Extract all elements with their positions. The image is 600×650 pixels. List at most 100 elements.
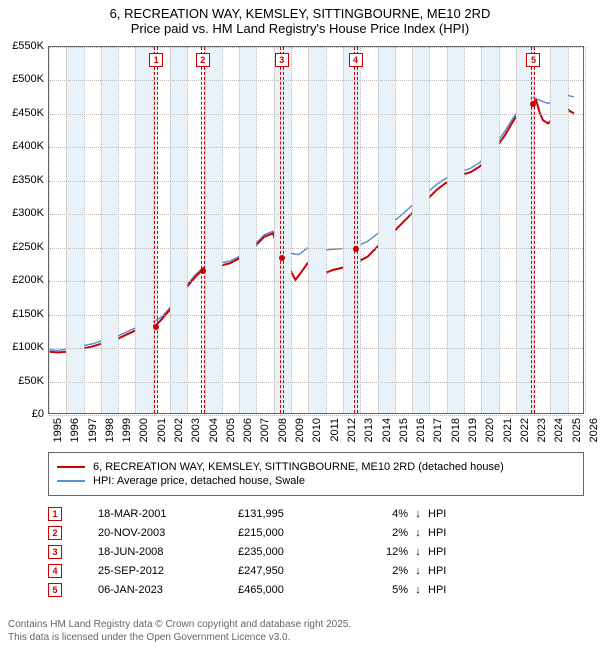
transaction-price: £247,950 <box>238 565 348 577</box>
y-tick-label: £150K <box>2 308 44 320</box>
x-tick-label: 2002 <box>173 418 185 442</box>
grid-line-v <box>66 47 67 413</box>
x-tick-label: 2008 <box>277 418 289 442</box>
grid-line-h <box>49 248 583 249</box>
x-tick-label: 2004 <box>208 418 220 442</box>
y-tick-label: £100K <box>2 341 44 353</box>
legend-box: 6, RECREATION WAY, KEMSLEY, SITTINGBOURN… <box>48 452 584 496</box>
alt-year-band <box>412 47 429 413</box>
down-arrow-icon: ↓ <box>408 546 428 558</box>
grid-line-h <box>49 415 583 416</box>
transaction-hpi-label: HPI <box>428 527 468 539</box>
chart-plot-area: 12345 <box>48 46 584 414</box>
alt-year-band <box>135 47 152 413</box>
transaction-date: 20-NOV-2003 <box>98 527 238 539</box>
grid-line-v <box>274 47 275 413</box>
grid-line-h <box>49 181 583 182</box>
down-arrow-icon: ↓ <box>408 508 428 520</box>
transaction-row: 118-MAR-2001£131,9954%↓HPI <box>48 507 584 521</box>
transaction-date: 18-JUN-2008 <box>98 546 238 558</box>
transaction-pct: 2% <box>348 565 408 577</box>
sale-dot <box>279 255 285 261</box>
title-line-1: 6, RECREATION WAY, KEMSLEY, SITTINGBOURN… <box>0 6 600 21</box>
grid-line-v <box>170 47 171 413</box>
x-tick-label: 1999 <box>121 418 133 442</box>
sale-marker-band <box>154 47 158 413</box>
transaction-pct: 12% <box>348 546 408 558</box>
x-tick-label: 2016 <box>415 418 427 442</box>
x-tick-label: 2013 <box>363 418 375 442</box>
sale-marker-band <box>201 47 205 413</box>
grid-line-h <box>49 80 583 81</box>
transaction-number: 1 <box>48 507 62 521</box>
footer-text: Contains HM Land Registry data © Crown c… <box>8 618 351 644</box>
x-tick-label: 2007 <box>259 418 271 442</box>
grid-line-h <box>49 47 583 48</box>
sale-dot <box>353 246 359 252</box>
grid-line-v <box>308 47 309 413</box>
grid-line-v <box>550 47 551 413</box>
x-tick-label: 2017 <box>432 418 444 442</box>
y-tick-label: £400K <box>2 140 44 152</box>
sale-marker-number: 3 <box>275 53 289 67</box>
transaction-hpi-label: HPI <box>428 565 468 577</box>
sale-marker-band <box>280 47 284 413</box>
x-tick-label: 2021 <box>502 418 514 442</box>
transaction-number: 4 <box>48 564 62 578</box>
transaction-hpi-label: HPI <box>428 584 468 596</box>
transaction-date: 06-JAN-2023 <box>98 584 238 596</box>
x-tick-label: 2006 <box>242 418 254 442</box>
x-tick-label: 2010 <box>311 418 323 442</box>
grid-line-v <box>378 47 379 413</box>
grid-line-v <box>516 47 517 413</box>
grid-line-v <box>222 47 223 413</box>
grid-line-v <box>205 47 206 413</box>
x-tick-label: 2025 <box>571 418 583 442</box>
grid-line-v <box>360 47 361 413</box>
sale-dot <box>153 324 159 330</box>
legend-row: 6, RECREATION WAY, KEMSLEY, SITTINGBOURN… <box>57 461 575 473</box>
alt-year-band <box>308 47 325 413</box>
alt-year-band <box>378 47 395 413</box>
x-tick-label: 2023 <box>536 418 548 442</box>
grid-line-h <box>49 281 583 282</box>
grid-line-v <box>395 47 396 413</box>
legend-label: HPI: Average price, detached house, Swal… <box>93 475 305 487</box>
grid-line-v <box>481 47 482 413</box>
transaction-number: 2 <box>48 526 62 540</box>
transaction-pct: 2% <box>348 527 408 539</box>
x-tick-label: 1995 <box>52 418 64 442</box>
transaction-date: 25-SEP-2012 <box>98 565 238 577</box>
legend-swatch <box>57 466 85 468</box>
footer-line-2: This data is licensed under the Open Gov… <box>8 631 351 644</box>
grid-line-v <box>118 47 119 413</box>
x-tick-label: 2000 <box>138 418 150 442</box>
legend-row: HPI: Average price, detached house, Swal… <box>57 475 575 487</box>
y-tick-label: £500K <box>2 73 44 85</box>
grid-line-v <box>412 47 413 413</box>
transaction-row: 506-JAN-2023£465,0005%↓HPI <box>48 583 584 597</box>
y-tick-label: £550K <box>2 40 44 52</box>
footer-line-1: Contains HM Land Registry data © Crown c… <box>8 618 351 631</box>
sale-dot <box>530 101 536 107</box>
grid-line-v <box>447 47 448 413</box>
grid-line-h <box>49 114 583 115</box>
y-tick-label: £0 <box>2 408 44 420</box>
transaction-row: 318-JUN-2008£235,00012%↓HPI <box>48 545 584 559</box>
transactions-table: 118-MAR-2001£131,9954%↓HPI 2 20-NOV-2003 £2… <box>48 502 584 602</box>
title-line-2: Price paid vs. HM Land Registry's House … <box>0 21 600 36</box>
x-tick-label: 2020 <box>484 418 496 442</box>
grid-line-h <box>49 147 583 148</box>
transaction-row: 220-NOV-2003£215,0002%↓HPI <box>48 526 584 540</box>
grid-line-h <box>49 315 583 316</box>
grid-line-h <box>49 348 583 349</box>
alt-year-band <box>239 47 256 413</box>
x-tick-label: 1998 <box>104 418 116 442</box>
alt-year-band <box>481 47 498 413</box>
transaction-hpi-label: HPI <box>428 508 468 520</box>
alt-year-band <box>66 47 83 413</box>
y-tick-label: £450K <box>2 107 44 119</box>
x-tick-label: 2005 <box>225 418 237 442</box>
grid-line-h <box>49 214 583 215</box>
grid-line-v <box>343 47 344 413</box>
